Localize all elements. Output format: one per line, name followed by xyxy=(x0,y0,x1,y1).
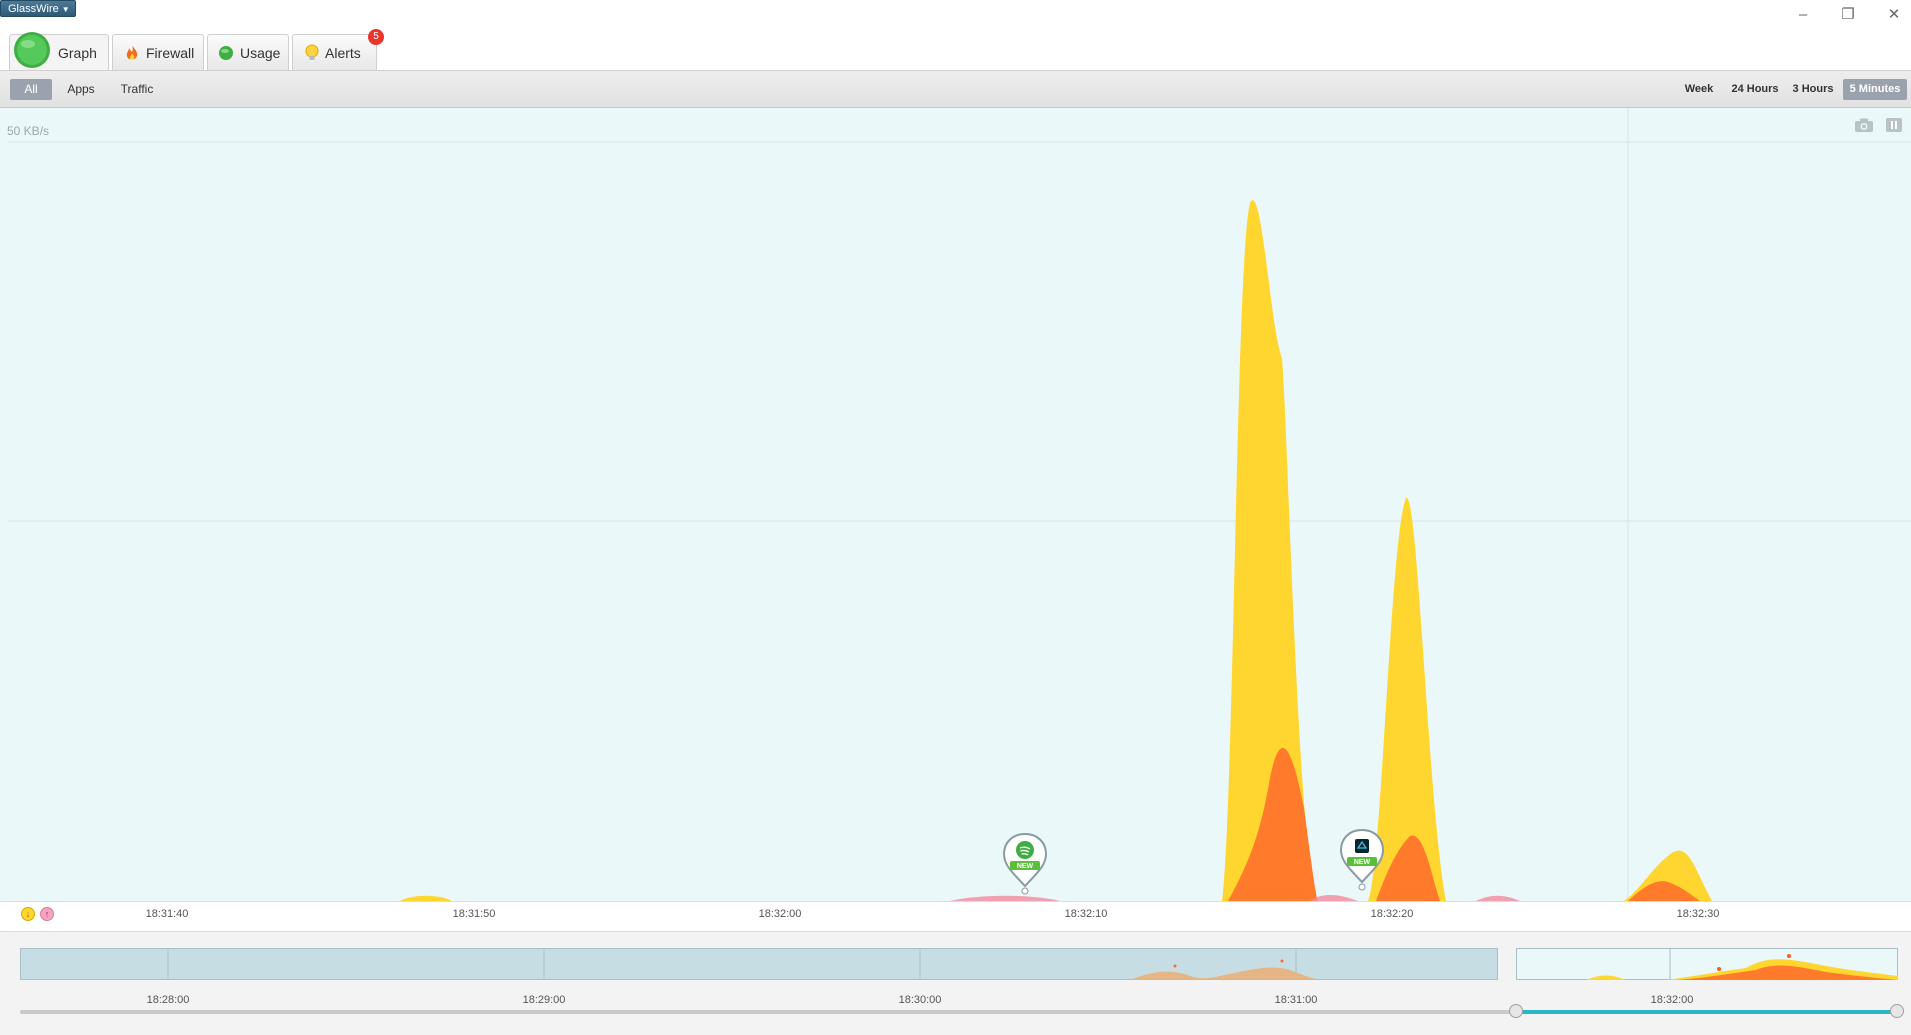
minimize-button[interactable]: – xyxy=(1798,6,1808,23)
tab-label: Usage xyxy=(240,44,281,61)
range-week-button[interactable]: Week xyxy=(1684,83,1714,95)
app-menu-label: GlassWire xyxy=(8,3,59,15)
tab-alerts[interactable]: Alerts xyxy=(292,34,377,70)
range-5-minutes-button[interactable]: 5 Minutes xyxy=(1843,79,1907,100)
secondary-area xyxy=(1476,895,1520,901)
secondary-area xyxy=(950,895,1060,901)
tab-label: Alerts xyxy=(325,44,361,61)
overview-selection-window[interactable] xyxy=(1516,948,1898,980)
overview-selection-svg xyxy=(1586,948,1898,980)
range-24-hours-button[interactable]: 24 Hours xyxy=(1731,83,1779,95)
time-tick-label: 18:31:40 xyxy=(145,908,189,920)
new-badge-label: NEW xyxy=(1354,859,1371,866)
overview-tick-label: 18:30:00 xyxy=(898,994,942,1006)
app-icon xyxy=(1355,839,1369,853)
lightbulb-icon xyxy=(305,44,319,60)
upload-legend-icon[interactable]: ↑ xyxy=(40,907,54,921)
tab-graph[interactable]: Graph xyxy=(9,31,109,70)
tab-usage[interactable]: Usage xyxy=(207,34,289,70)
glasswire-globe-icon xyxy=(14,31,50,68)
download-area xyxy=(1368,497,1446,901)
usage-globe-icon xyxy=(219,45,233,60)
overview-tick-label: 18:29:00 xyxy=(522,994,566,1006)
restore-button[interactable]: ❐ xyxy=(1841,6,1855,23)
upload-area xyxy=(1628,881,1700,901)
flame-icon xyxy=(126,44,138,59)
pause-icon[interactable] xyxy=(1884,117,1904,133)
timeline-slider-track[interactable] xyxy=(20,1010,1898,1014)
download-area xyxy=(1222,200,1318,901)
overview-panel xyxy=(0,931,1911,1035)
download-legend-icon[interactable]: ↓ xyxy=(21,907,35,921)
alerts-count-badge: 5 xyxy=(368,29,384,45)
tab-label: Firewall xyxy=(146,44,195,61)
upload-area xyxy=(1228,747,1318,901)
download-area xyxy=(400,895,452,901)
filter-apps-button[interactable]: Apps xyxy=(67,82,95,96)
close-button[interactable]: ✕ xyxy=(1887,6,1901,23)
timeline-slider-handle-start[interactable] xyxy=(1509,1004,1523,1018)
new-badge xyxy=(1010,861,1040,870)
timeline-slider-range[interactable] xyxy=(1516,1010,1896,1014)
secondary-area xyxy=(1310,894,1358,901)
timeline-slider-handle-end[interactable] xyxy=(1890,1004,1904,1018)
filter-all-button[interactable]: All xyxy=(10,79,52,100)
overview-tick-label: 18:32:00 xyxy=(1650,994,1694,1006)
time-tick-label: 18:32:10 xyxy=(1064,908,1108,920)
upload-area xyxy=(1376,835,1440,901)
range-3-hours-button[interactable]: 3 Hours xyxy=(1792,83,1834,95)
new-badge xyxy=(1347,857,1377,866)
app-pin-unknown[interactable]: NEW xyxy=(1339,828,1385,891)
app-pin-spotify[interactable]: NEW xyxy=(1002,832,1048,895)
traffic-graph-svg: NEW NEW xyxy=(8,108,1911,901)
app-menu-button[interactable]: GlassWire ▼ xyxy=(0,0,76,17)
time-axis xyxy=(0,901,1911,932)
traffic-graph[interactable]: NEW NEW xyxy=(0,108,1911,901)
tab-firewall[interactable]: Firewall xyxy=(112,34,204,70)
overview-tick-label: 18:31:00 xyxy=(1274,994,1318,1006)
filter-traffic-button[interactable]: Traffic xyxy=(120,82,154,96)
chevron-down-icon: ▼ xyxy=(61,5,70,14)
new-badge-label: NEW xyxy=(1017,863,1034,870)
overview-graph-svg xyxy=(167,948,1320,980)
tab-label: Graph xyxy=(58,44,97,61)
overview-timeline[interactable] xyxy=(20,948,1498,980)
filter-bar xyxy=(0,70,1911,108)
y-axis-max-label: 50 KB/s xyxy=(7,124,50,138)
overview-tick-label: 18:28:00 xyxy=(146,994,190,1006)
time-tick-label: 18:32:00 xyxy=(758,908,802,920)
time-tick-label: 18:31:50 xyxy=(452,908,496,920)
time-tick-label: 18:32:30 xyxy=(1676,908,1720,920)
camera-icon[interactable] xyxy=(1854,117,1874,133)
time-tick-label: 18:32:20 xyxy=(1370,908,1414,920)
